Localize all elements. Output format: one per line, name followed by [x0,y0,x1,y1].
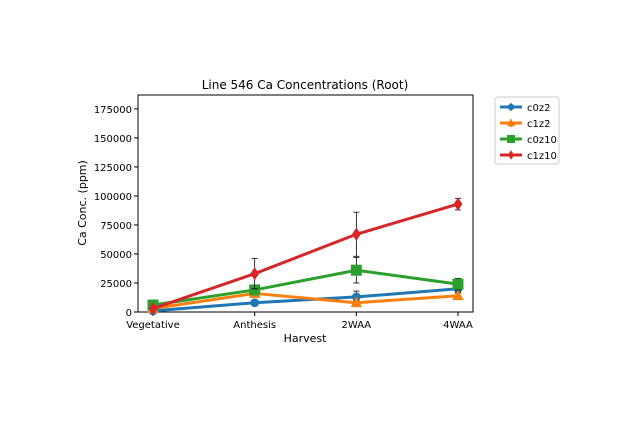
x-tick-label: Anthesis [233,320,276,331]
plot-frame [137,94,474,313]
y-tick-label: 100000 [94,192,132,203]
y-tick-label: 175000 [94,105,132,116]
legend-label: c0z10 [527,135,557,146]
data-point [452,278,464,290]
x-tick-label: 4WAA [443,320,473,331]
data-point [351,227,361,241]
x-axis: Vegetative Anthesis 2WAA 4WAA [126,312,473,331]
data-point [350,296,363,308]
data-point [453,197,463,211]
legend-label: c1z2 [527,119,550,130]
legend-frame [494,96,560,165]
series-line [152,202,459,310]
y-axis: 0 25000 50000 75000 100000 125000 150000 175000 [94,105,138,319]
data-point [250,267,260,281]
y-tick-label: 150000 [94,134,132,145]
plot-area-group [137,94,474,313]
legend: c0z2 c1z2 c0z10 c1z10 [494,96,560,165]
data-point [250,298,260,308]
y-tick-label: 50000 [100,250,132,261]
x-tick-label: Vegetative [126,320,180,331]
legend-marker [507,103,515,111]
data-point [148,301,158,316]
y-tick-label: 25000 [100,279,132,290]
legend-marker [507,135,515,143]
y-tick-label: 125000 [94,163,132,174]
y-axis-label: Ca Conc. (ppm) [76,160,89,246]
legend-label: c1z10 [527,151,557,162]
x-tick-label: 2WAA [341,320,371,331]
legend-marker [507,150,515,160]
series-layer [147,197,464,316]
series-line [152,287,459,313]
legend-label: c0z2 [527,103,550,114]
legend-marker [506,118,516,127]
y-tick-label: 0 [126,308,132,319]
series-line [152,291,459,311]
data-point [249,284,261,296]
data-point [350,264,362,276]
data-point [452,289,464,301]
series-line [152,268,459,307]
series-c1z10 [148,197,463,316]
x-axis-label: Harvest [284,332,328,345]
chart-title: Line 546 Ca Concentrations (Root) [202,78,409,92]
y-tick-label: 75000 [100,221,132,232]
